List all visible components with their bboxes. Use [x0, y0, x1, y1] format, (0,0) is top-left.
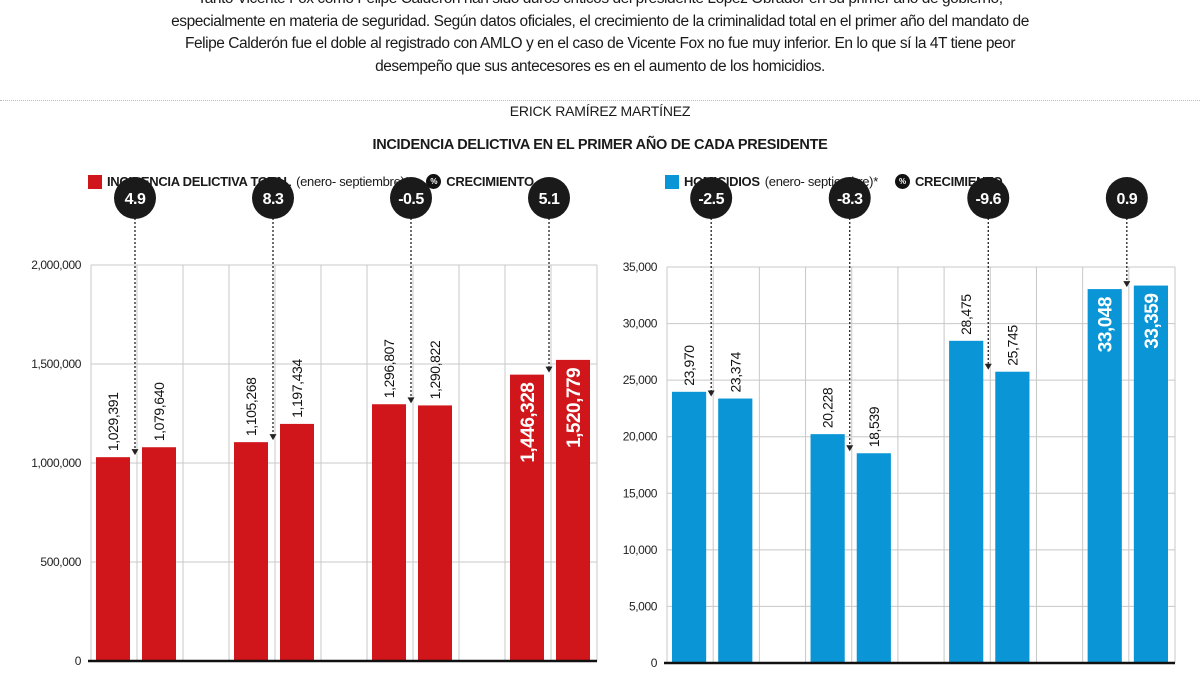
arrow-down-icon — [131, 449, 139, 456]
bar — [234, 442, 268, 661]
y-tick-label: 30,000 — [623, 317, 658, 331]
growth-value: -2.5 — [698, 191, 724, 208]
divider — [0, 100, 1200, 101]
legend-swatch-red — [88, 174, 102, 189]
bar — [96, 457, 130, 661]
data-label: 33,048 — [1096, 297, 1117, 352]
legend-series-name: INCIDENCIA DELICTIVA TOTAL — [107, 174, 292, 189]
data-label: 1,446,328 — [518, 383, 539, 463]
growth-bubble — [967, 177, 1010, 219]
y-tick-label: 15,000 — [623, 486, 658, 500]
infographic-title: INCIDENCIA DELICTIVA EN EL PRIMER AÑO DE… — [372, 137, 828, 153]
bar — [372, 404, 406, 661]
data-label: 23,970 — [681, 345, 697, 386]
legend-growth-label: CRECIMIENTO — [446, 174, 534, 189]
growth-bubble — [390, 177, 432, 219]
data-label: 1,029,391 — [105, 392, 121, 451]
bar — [949, 340, 984, 663]
y-tick-label: 10,000 — [623, 543, 658, 557]
percent-circle-icon: % — [426, 174, 442, 189]
bar — [995, 371, 1030, 663]
growth-value: -9.6 — [975, 191, 1001, 208]
data-label: 33,359 — [1142, 294, 1163, 349]
y-tick-label: 1,000,000 — [31, 456, 82, 470]
y-tick-label: 500,000 — [40, 555, 81, 569]
data-label: 1,520,779 — [564, 368, 585, 448]
bar — [718, 398, 753, 663]
data-label: 1,079,640 — [151, 382, 167, 441]
bar — [142, 447, 176, 661]
y-tick-label: 25,000 — [623, 373, 658, 387]
data-label: 1,290,822 — [427, 340, 443, 399]
bar — [556, 359, 590, 661]
y-tick-label: 20,000 — [623, 430, 658, 444]
growth-bubble — [1105, 177, 1148, 219]
growth-value: -8.3 — [837, 191, 863, 208]
y-tick-label: 5,000 — [629, 599, 658, 613]
arrow-down-icon — [846, 445, 854, 452]
arrow-down-icon — [269, 434, 277, 441]
y-tick-label: 2,000,000 — [31, 258, 82, 272]
growth-bubble — [828, 177, 871, 219]
legend-series-note: (enero- septiembre)* — [296, 174, 410, 189]
data-label: 1,296,807 — [381, 339, 397, 398]
bar — [1133, 285, 1168, 663]
growth-bubble — [114, 177, 156, 219]
y-tick-label: 35,000 — [623, 260, 658, 274]
growth-value: 0.9 — [1116, 191, 1137, 208]
data-label: 18,539 — [866, 406, 882, 447]
arrow-down-icon — [407, 397, 415, 404]
legend-swatch-blue — [665, 174, 679, 189]
data-label: 28,475 — [958, 294, 974, 335]
growth-bubble — [252, 177, 294, 219]
arrow-down-icon — [1123, 281, 1131, 288]
arrow-down-icon — [707, 390, 715, 397]
y-tick-label: 1,500,000 — [31, 357, 82, 371]
growth-bubble — [690, 177, 733, 219]
data-label: 25,745 — [1004, 325, 1020, 366]
data-label: 1,197,434 — [289, 359, 305, 418]
y-tick-label: 0 — [651, 656, 658, 670]
arrow-down-icon — [545, 366, 553, 373]
growth-bubble — [528, 177, 570, 219]
bar — [672, 391, 707, 663]
data-label: 1,105,268 — [243, 377, 259, 436]
data-label: 20,228 — [820, 387, 836, 428]
data-label: 23,374 — [727, 352, 743, 393]
growth-value: 4.9 — [125, 191, 146, 208]
arrow-down-icon — [984, 363, 992, 370]
bar — [280, 423, 314, 661]
growth-value: 8.3 — [263, 191, 284, 208]
author-byline: ERICK RAMÍREZ MARTÍNEZ — [509, 103, 691, 119]
legend-total-crime: INCIDENCIA DELICTIVA TOTAL (enero- septi… — [88, 174, 534, 189]
percent-circle-icon: % — [894, 174, 910, 189]
intro-paragraph: Tanto Vicente Fox como Felipe Calderón h… — [171, 0, 1029, 75]
bar — [510, 374, 544, 661]
growth-value: 5.1 — [539, 191, 560, 208]
bar — [856, 453, 891, 663]
bar — [810, 434, 845, 663]
growth-value: -0.5 — [398, 191, 424, 208]
bar — [418, 405, 452, 661]
bar — [1087, 289, 1122, 663]
y-tick-label: 0 — [75, 654, 82, 668]
